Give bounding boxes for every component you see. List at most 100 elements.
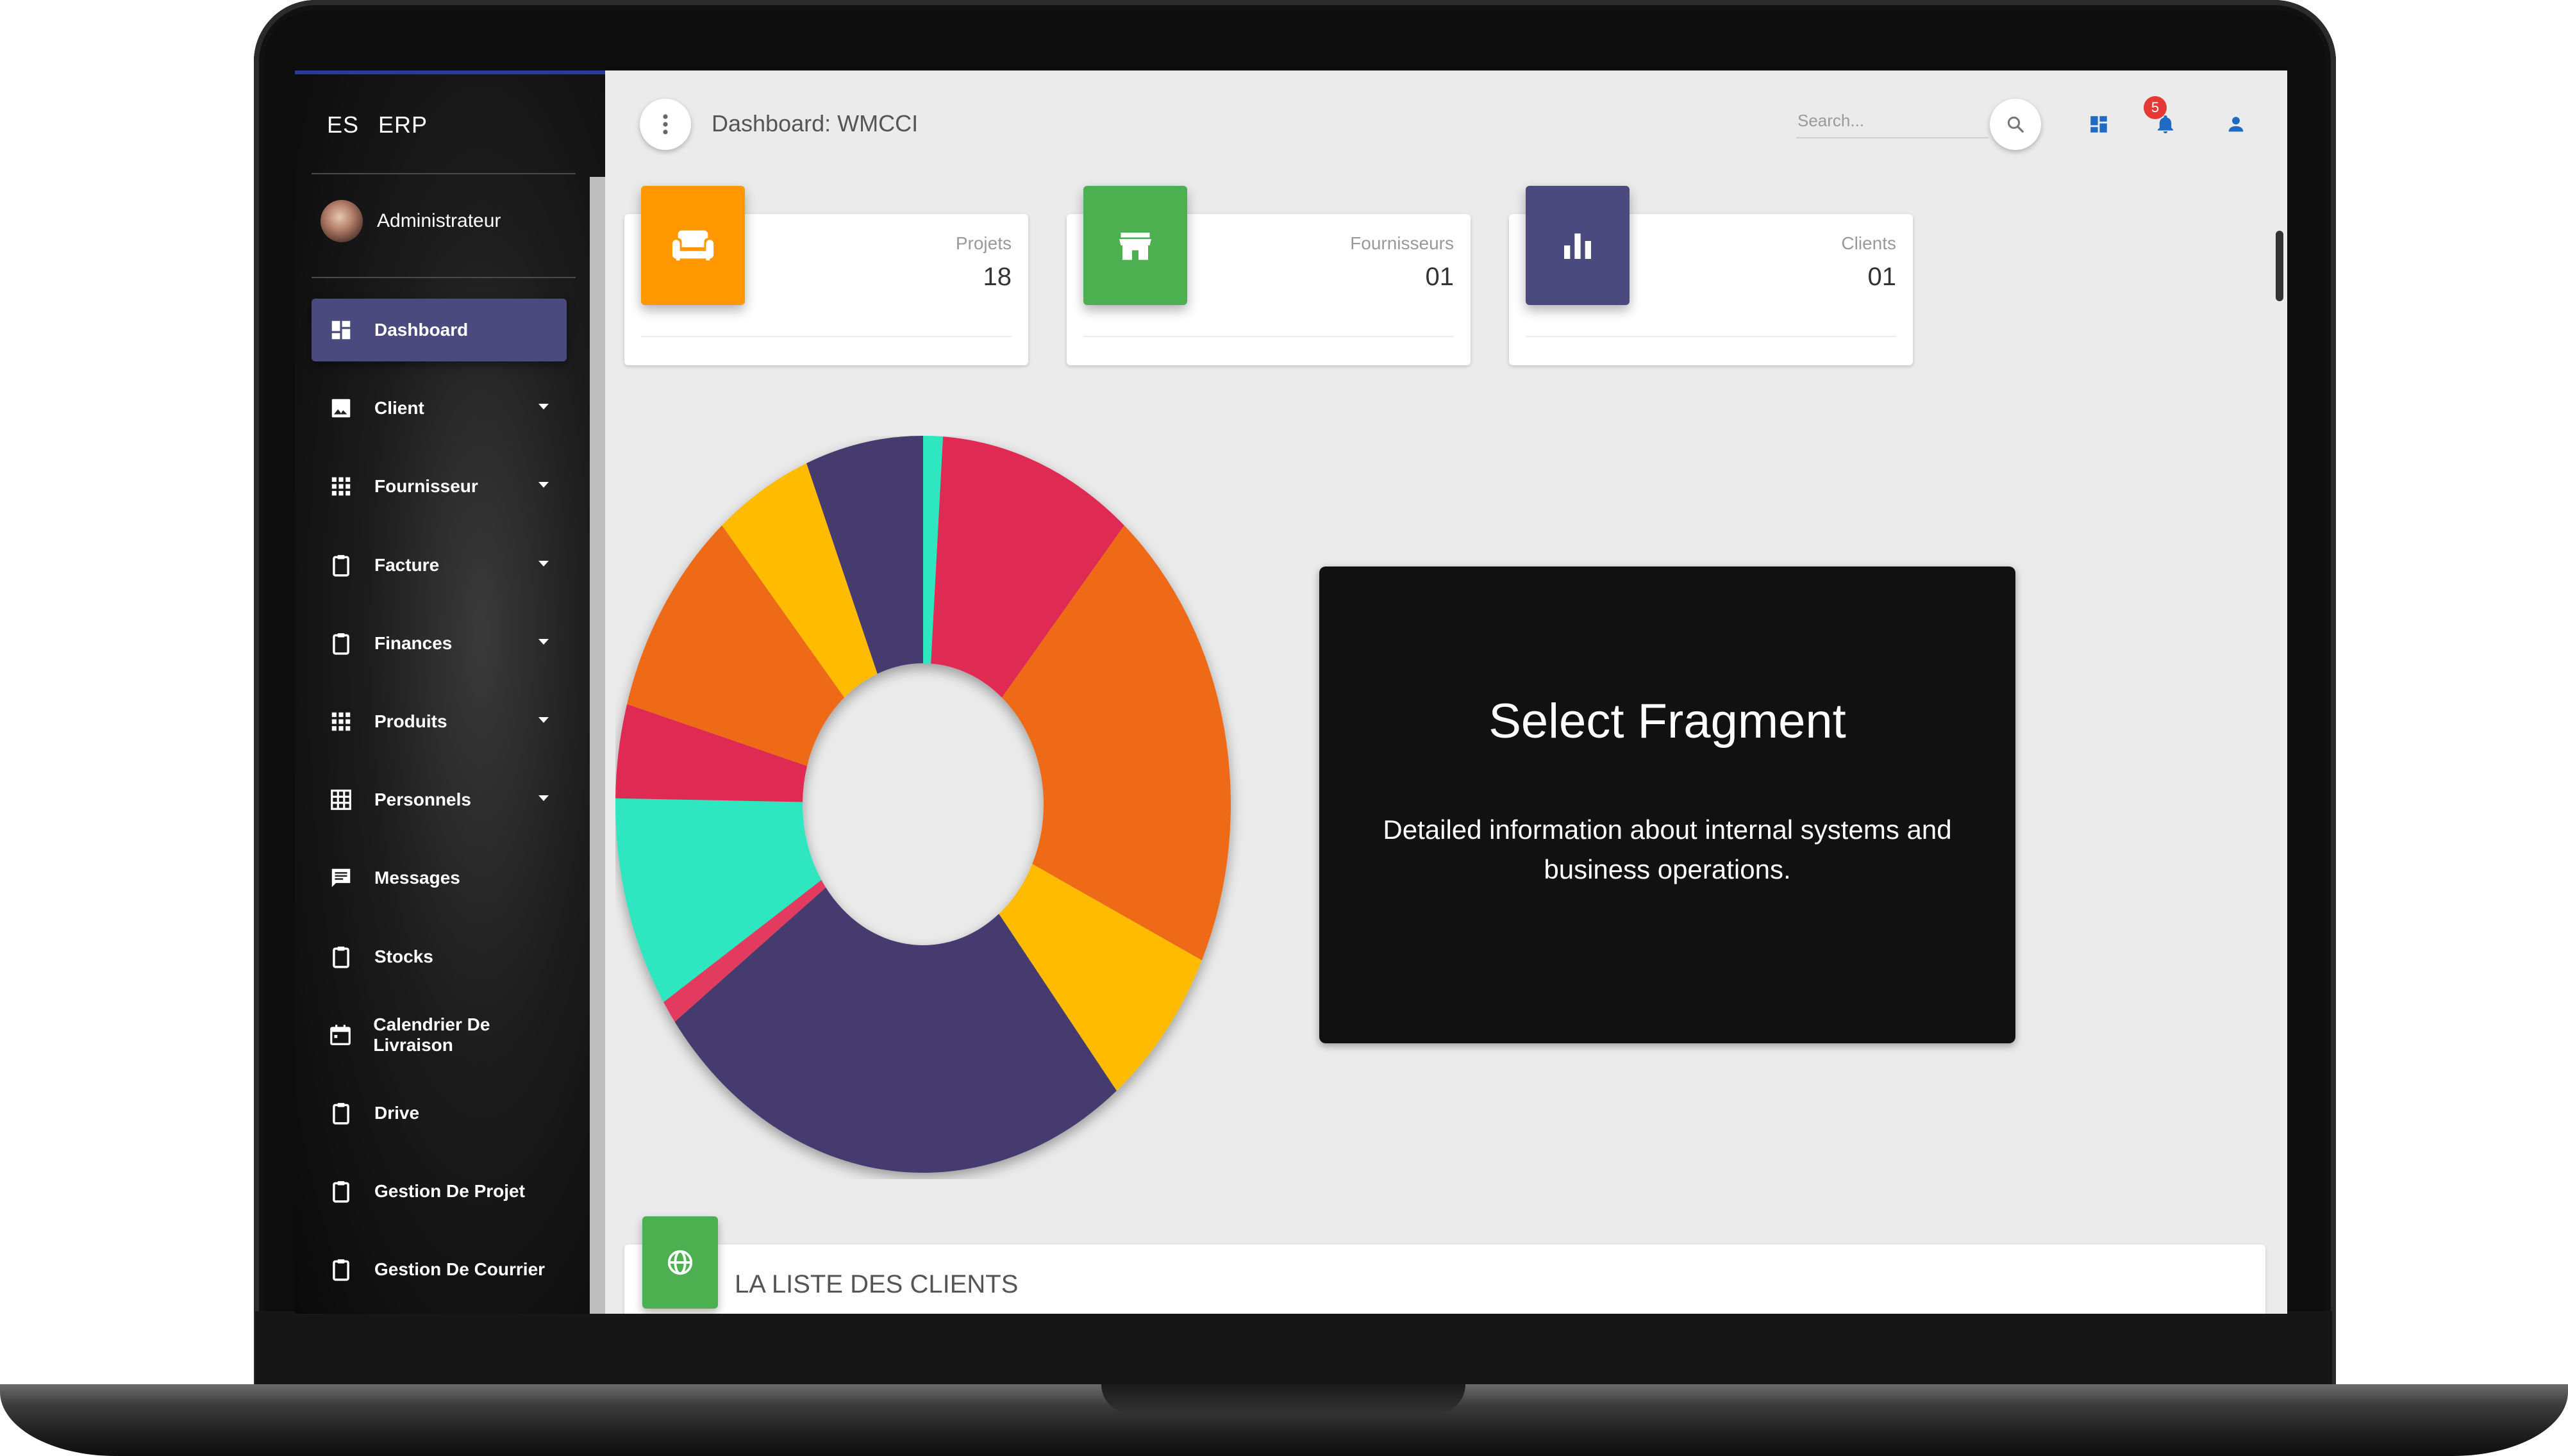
sidebar-item-messages[interactable]: Messages xyxy=(312,847,567,909)
sidebar-scrollbar[interactable] xyxy=(590,177,605,1314)
chevron-down-icon[interactable] xyxy=(538,795,549,801)
brand-part2: ERP xyxy=(378,112,428,138)
donut-slice[interactable] xyxy=(663,880,826,1022)
message-icon xyxy=(328,865,354,891)
stat-value: 01 xyxy=(1425,263,1455,291)
more-vert-icon xyxy=(663,114,668,135)
sidebar-item-fournisseur[interactable]: Fournisseur xyxy=(312,455,567,518)
calendar-icon xyxy=(328,1022,353,1048)
panel-description: Detailed information about internal syst… xyxy=(1383,815,1952,884)
user-account-button[interactable] xyxy=(2219,108,2253,141)
sidebar-item-label: Calendrier De Livraison xyxy=(373,1014,490,1055)
stat-value: 01 xyxy=(1867,263,1897,291)
chevron-down-icon[interactable] xyxy=(538,639,549,645)
sidebar-item-calendrier-de-livraison[interactable]: Calendrier De Livraison xyxy=(312,1004,567,1066)
search-icon xyxy=(2007,116,2024,133)
table-grid-icon xyxy=(328,787,354,813)
sidebar-item-label: Gestion De Courrier xyxy=(374,1259,546,1279)
dashboard-icon xyxy=(2090,116,2107,133)
donut-slice[interactable] xyxy=(806,436,923,674)
stat-label: Clients xyxy=(1841,233,1896,253)
chevron-down-icon[interactable] xyxy=(538,717,549,723)
donut-slice[interactable] xyxy=(674,887,1117,1173)
person-icon xyxy=(2228,117,2244,132)
sidebar-item-label: Dashboard xyxy=(374,320,469,340)
sidebar-divider xyxy=(312,173,576,174)
bar-chart-icon xyxy=(1564,233,1591,259)
laptop-bezel xyxy=(255,1311,2332,1384)
sidebar-item-label: Client xyxy=(374,398,424,418)
notifications-button[interactable] xyxy=(2149,108,2182,141)
dashboard-shortcut-button[interactable] xyxy=(2082,108,2115,141)
sidebar-item-label: Produits xyxy=(374,711,447,731)
stat-icon-box xyxy=(1526,186,1630,305)
laptop-notch xyxy=(1101,1384,1465,1414)
sidebar-item-label: Drive xyxy=(374,1103,420,1123)
sidebar-item-label: Gestion De Projet xyxy=(374,1181,525,1201)
donut-slice[interactable] xyxy=(627,525,845,766)
bell-icon xyxy=(2157,115,2174,134)
donut-slice[interactable] xyxy=(931,436,1124,698)
sidebar-item-produits[interactable]: Produits xyxy=(312,690,567,753)
sidebar-item-label: Finances xyxy=(374,633,453,653)
clipboard-icon xyxy=(328,1257,354,1282)
stat-value: 18 xyxy=(983,263,1012,291)
sidebar-item-drive[interactable]: Drive xyxy=(312,1082,567,1145)
brand-part1: ES xyxy=(327,112,360,138)
card-footer-divider xyxy=(1083,336,1454,337)
more-options-button[interactable] xyxy=(640,99,691,150)
sidebar-item-stocks[interactable]: Stocks xyxy=(312,925,567,988)
panel-title: Select Fragment xyxy=(1488,694,1846,749)
sidebar-item-finances[interactable]: Finances xyxy=(312,612,567,675)
clipboard-icon xyxy=(328,1179,354,1204)
avatar xyxy=(321,200,363,242)
select-fragment-panel[interactable]: Select Fragment Detailed information abo… xyxy=(1319,567,2015,1043)
sidebar-item-label: Personnels xyxy=(374,790,471,809)
search-button[interactable] xyxy=(1990,99,2041,150)
sidebar-item-facture[interactable]: Facture xyxy=(312,534,567,597)
dashboard-icon xyxy=(328,317,354,343)
stat-icon-box xyxy=(641,186,745,305)
donut-slice[interactable] xyxy=(615,798,822,1002)
stat-icon-box xyxy=(1083,186,1187,305)
sidebar-item-label: Stocks xyxy=(374,947,433,966)
donut-slice[interactable] xyxy=(722,463,878,698)
chevron-down-icon[interactable] xyxy=(538,482,549,488)
card-footer-divider xyxy=(1526,336,1896,337)
brand-logo[interactable]: ES ERP xyxy=(327,112,447,138)
donut-slice[interactable] xyxy=(1001,525,1231,961)
clipboard-icon xyxy=(328,631,354,656)
store-icon xyxy=(1119,233,1151,260)
donut-slice[interactable] xyxy=(999,864,1202,1091)
client-list-title: LA LISTE DES CLIENTS xyxy=(735,1270,1019,1298)
client-list-card xyxy=(624,1245,2265,1314)
sidebar-item-label: Facture xyxy=(374,555,440,575)
breadcrumb: Dashboard: WMCCI xyxy=(712,110,919,136)
sofa-icon xyxy=(672,230,714,261)
notification-badge: 5 xyxy=(2144,96,2167,119)
donut-slice[interactable] xyxy=(923,436,944,664)
clipboard-icon xyxy=(328,1100,354,1126)
sidebar: ES ERP Administrateur Dashboard Client Four… xyxy=(295,70,605,1314)
app-screen: ES ERP Administrateur Dashboard Client Four… xyxy=(295,70,2287,1314)
donut-chart xyxy=(615,436,1231,1173)
chevron-down-icon[interactable] xyxy=(538,561,549,567)
scroll-edge xyxy=(2276,231,2283,301)
clipboard-icon xyxy=(328,944,354,970)
search-input[interactable] xyxy=(1796,104,1989,138)
chevron-down-icon[interactable] xyxy=(538,404,549,410)
apps-grid-icon xyxy=(328,709,354,734)
sidebar-item-personnels[interactable]: Personnels xyxy=(312,768,567,831)
sidebar-item-gestion-de-projet[interactable]: Gestion De Projet xyxy=(312,1160,567,1223)
client-list-icon-box xyxy=(642,1216,718,1309)
sidebar-item-dashboard[interactable]: Dashboard xyxy=(312,299,567,361)
globe-icon xyxy=(667,1250,693,1275)
card-footer-divider xyxy=(641,336,1012,337)
clipboard-icon xyxy=(328,552,354,578)
donut-slice[interactable] xyxy=(615,704,808,802)
user-profile[interactable]: Administrateur xyxy=(321,200,501,242)
sidebar-item-client[interactable]: Client xyxy=(312,377,567,440)
sidebar-item-gestion-de-courrier[interactable]: Gestion De Courrier xyxy=(312,1238,567,1301)
sidebar-divider xyxy=(312,277,576,278)
stat-label: Fournisseurs xyxy=(1350,233,1454,253)
